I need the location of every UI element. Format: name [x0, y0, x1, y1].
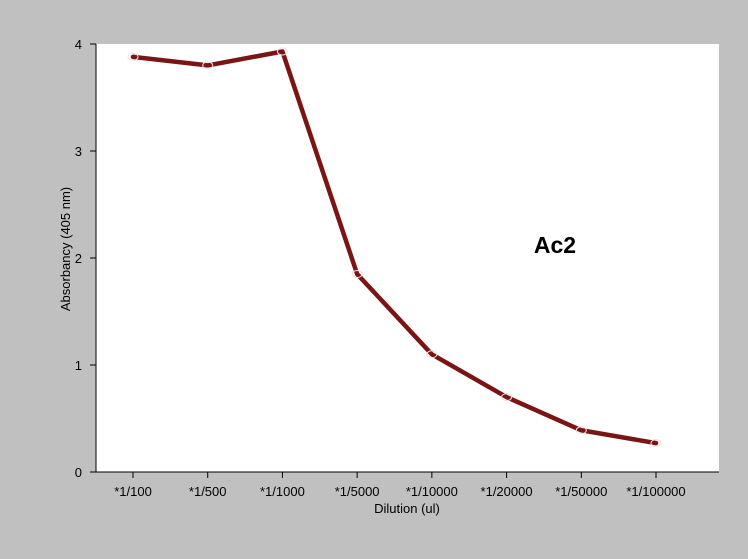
x-tick-label: *1/20000 [481, 484, 533, 499]
x-axis-label: Dilution (ul) [374, 501, 440, 516]
y-axis-ticks: 0 1 2 3 4 [75, 37, 96, 480]
data-point [575, 426, 587, 435]
data-point [202, 61, 214, 70]
x-tick-label: *1/5000 [335, 484, 380, 499]
data-point [127, 52, 139, 61]
y-tick-label: 3 [75, 144, 82, 159]
data-point [501, 393, 513, 402]
chart-annotation: Ac2 [534, 232, 576, 258]
y-tick-label: 4 [75, 37, 82, 52]
x-tick-label: *1/100 [114, 484, 152, 499]
data-series [127, 47, 662, 448]
plot-area [96, 44, 719, 472]
y-tick-label: 0 [75, 465, 82, 480]
data-point [650, 439, 662, 448]
data-point [426, 350, 438, 359]
x-tick-label: *1/500 [189, 484, 227, 499]
series-line [130, 49, 659, 446]
y-axis-label: Absorbancy (405 nm) [58, 187, 73, 311]
y-tick-label: 1 [75, 358, 82, 373]
x-axis-ticks: *1/100 *1/500 *1/1000 *1/5000 *1/10000 *1/200… [114, 472, 686, 499]
data-point [276, 47, 288, 56]
y-tick-label: 2 [75, 251, 82, 266]
x-tick-label: *1/1000 [260, 484, 305, 499]
data-point [351, 270, 363, 279]
x-tick-label: *1/10000 [406, 484, 458, 499]
x-tick-label: *1/50000 [555, 484, 607, 499]
x-tick-label: *1/100000 [626, 484, 685, 499]
